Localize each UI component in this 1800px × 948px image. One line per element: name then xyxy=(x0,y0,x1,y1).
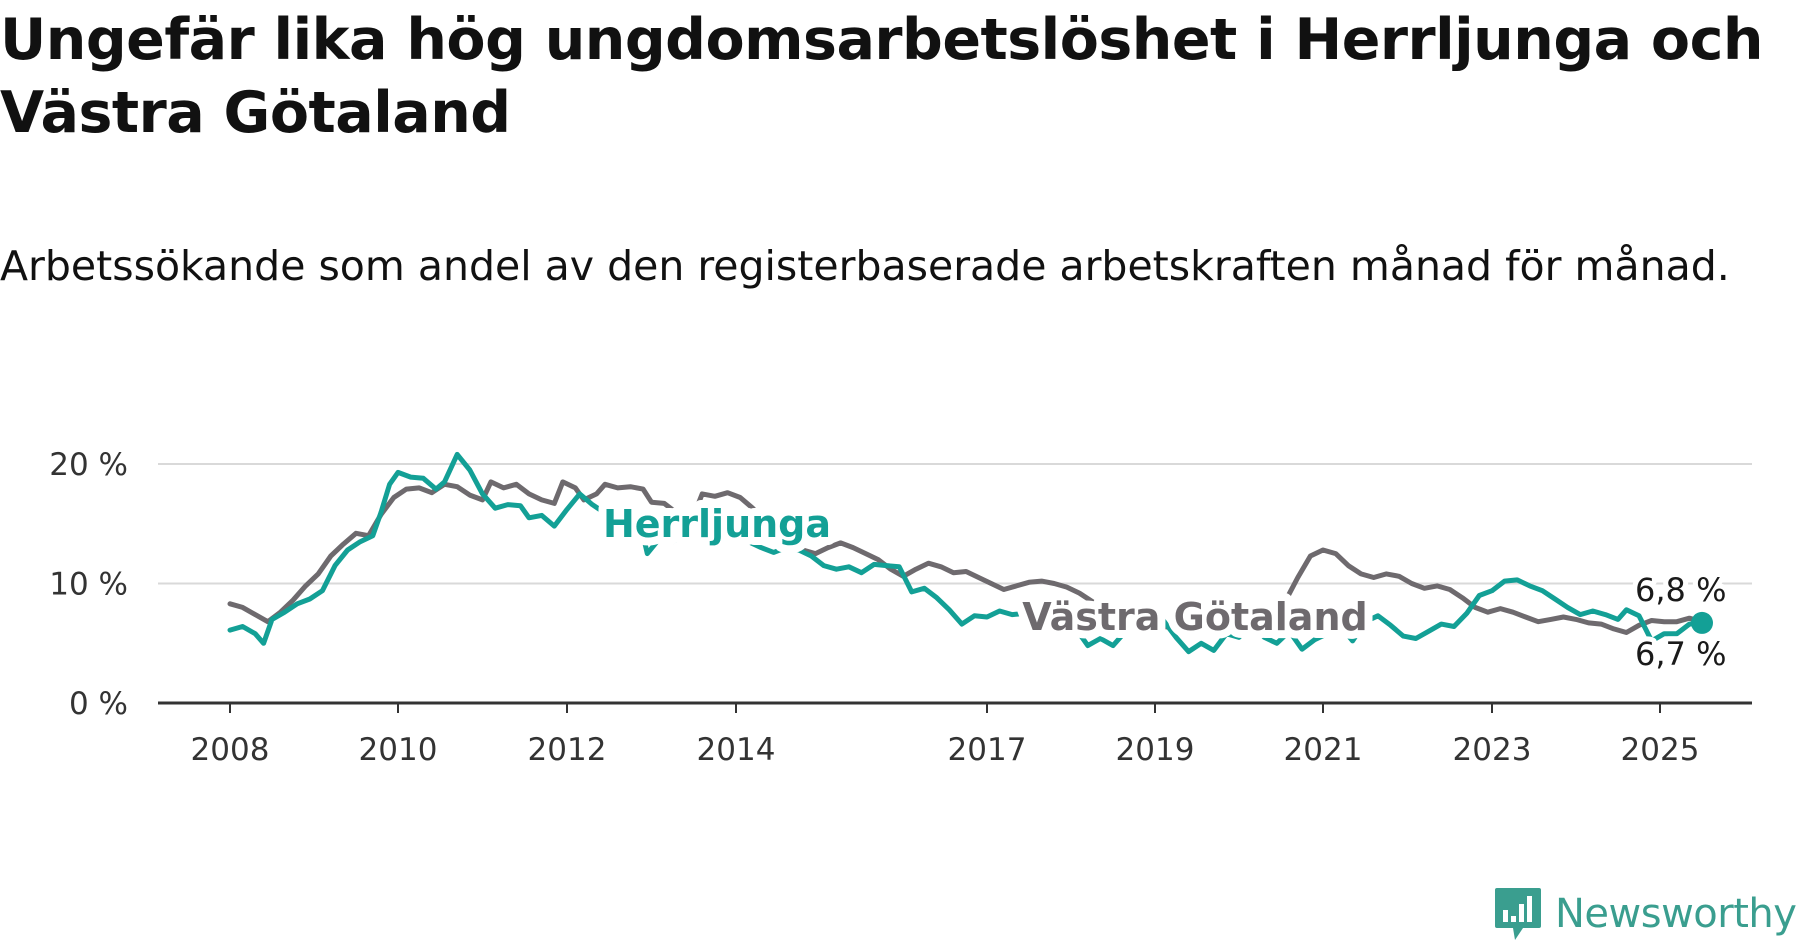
series-lines xyxy=(227,451,1713,655)
brand-name: Newsworthy xyxy=(1555,891,1797,937)
brand-logo: Newsworthy xyxy=(1493,886,1797,942)
x-tick-label: 2010 xyxy=(359,732,438,768)
x-tick-label: 2021 xyxy=(1284,732,1363,768)
series-line-v-stra-g-taland xyxy=(227,479,1705,635)
axes: 0 % 10 % 20 % 2008 2010 2012 2014 2017 2019 2021 2… xyxy=(49,447,1752,768)
x-tick-label: 2012 xyxy=(528,732,607,768)
end-value-label-halo: 6,7 % xyxy=(1635,635,1726,673)
series-line-herrljunga xyxy=(227,451,1705,655)
x-tick-label: 2014 xyxy=(697,732,776,768)
x-tick-label: 2019 xyxy=(1116,732,1195,768)
x-tick-label: 2008 xyxy=(191,732,270,768)
series-label: Herrljunga xyxy=(603,502,831,546)
end-value-label: 6,8 % xyxy=(1635,571,1726,609)
chart-subtitle: Arbetssökande som andel av den registerb… xyxy=(0,242,1730,290)
series-label: Västra Götaland xyxy=(1022,595,1367,639)
series-label-halo: Herrljunga xyxy=(603,502,831,546)
x-tick-label: 2023 xyxy=(1453,732,1532,768)
y-tick-label: 20 % xyxy=(49,447,128,483)
series-label-halo: Västra Götaland xyxy=(1022,595,1367,639)
y-tick-label: 10 % xyxy=(49,567,128,603)
chart-title: Ungefär lika hög ungdomsarbetslöshet i H… xyxy=(0,7,1763,146)
gridlines xyxy=(158,463,1752,585)
y-tick-label: 0 % xyxy=(69,686,128,722)
newsworthy-logo-icon xyxy=(1495,888,1541,940)
series-end-marker xyxy=(1691,611,1713,634)
end-value-label: 6,7 % xyxy=(1635,635,1726,673)
end-value-label-halo: 6,8 % xyxy=(1635,571,1726,609)
x-tick-label: 2025 xyxy=(1621,732,1700,768)
x-tick-label: 2017 xyxy=(948,732,1027,768)
